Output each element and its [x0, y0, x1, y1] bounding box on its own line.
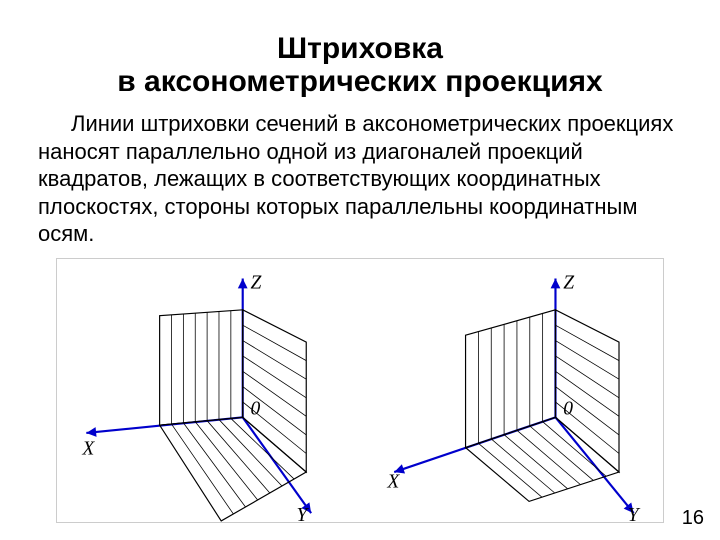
paragraph: Линии штриховки сечений в аксонометричес…	[38, 110, 682, 248]
diagram-frame: ZXY0ZXY0	[56, 258, 664, 524]
svg-text:Z: Z	[563, 272, 575, 293]
title-line2: в аксонометрических проекциях	[117, 65, 603, 98]
svg-text:Z: Z	[251, 272, 263, 293]
svg-text:0: 0	[563, 398, 573, 419]
svg-text:Y: Y	[628, 505, 641, 523]
axonometric-diagram: ZXY0ZXY0	[57, 259, 663, 523]
page-number: 16	[682, 507, 704, 530]
title-line1: Штриховка	[277, 32, 443, 65]
svg-text:X: X	[386, 471, 400, 492]
page-title: Штриховка в аксонометрических проекциях	[28, 32, 692, 98]
slide-page: Штриховка в аксонометрических проекциях …	[0, 0, 720, 540]
svg-text:X: X	[81, 438, 95, 459]
svg-text:0: 0	[251, 398, 261, 419]
